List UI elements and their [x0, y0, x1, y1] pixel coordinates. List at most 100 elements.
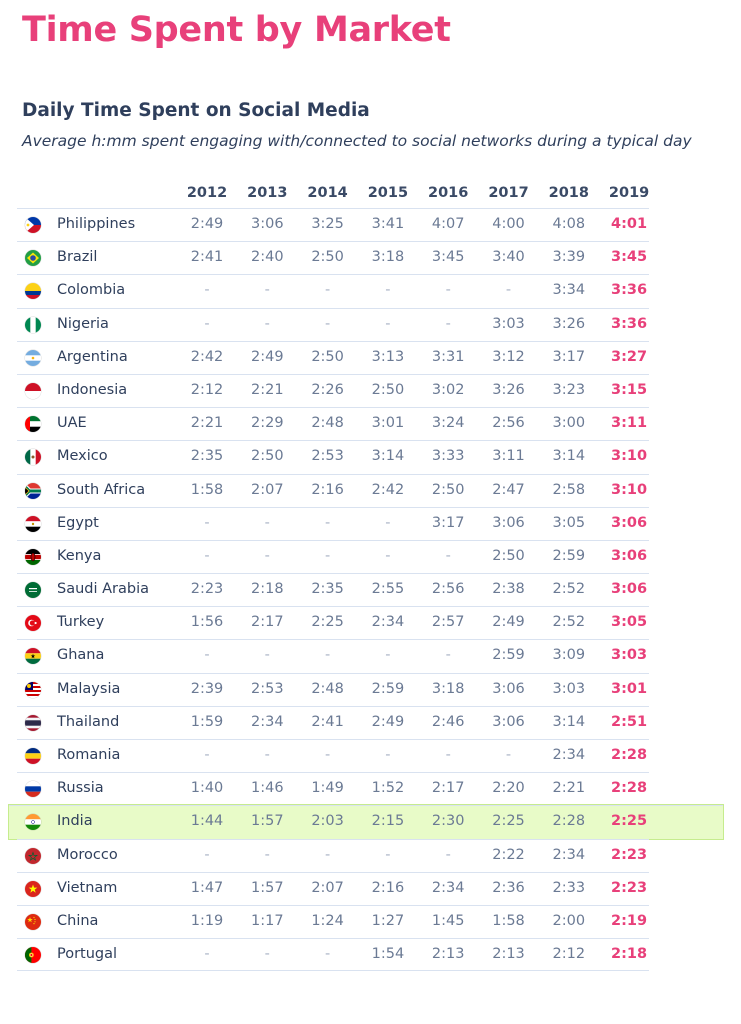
value-cell-2013: 1:57: [251, 813, 284, 830]
value-cell-2018: 3:00: [552, 415, 586, 432]
country-name: Turkey: [57, 614, 105, 631]
value-cell-2012: 2:23: [190, 581, 224, 598]
value-cell-2018: 3:39: [552, 249, 586, 266]
value-cell-2017: 3:03: [492, 315, 525, 332]
country-name: Ghana: [57, 647, 105, 664]
value-cell-2016: 3:17: [431, 514, 465, 531]
value-cell-2017: 3:06: [492, 713, 525, 730]
table-row: South Africa 1:58 2:07 2:16 2:42 2:50 2:47 2:58…: [17, 473, 649, 507]
value-cell-2019: 2:18: [611, 946, 648, 963]
value-cell-2015: 3:13: [371, 348, 405, 365]
value-cell-2019: 3:06: [611, 581, 648, 598]
value-cell-2019: 3:36: [611, 315, 648, 332]
value-cell-2015: 3:41: [371, 216, 405, 232]
value-cell-2014: -: [324, 647, 331, 664]
value-cell-2017: 3:12: [492, 348, 525, 365]
value-cell-2014: 2:26: [311, 381, 344, 398]
value-cell-2019: 3:11: [611, 415, 648, 432]
value-cell-2015: -: [385, 282, 391, 299]
value-cell-2017: 2:50: [492, 547, 525, 564]
value-cell-2012: 2:41: [190, 249, 224, 266]
india-flag-icon: [25, 814, 41, 831]
value-cell-2015: 2:34: [371, 614, 405, 631]
table-row: Argentina 2:42 2:49 2:50 3:13 3:31 3:12 3:17 3:2…: [17, 340, 649, 374]
value-cell-2012: 2:12: [190, 381, 224, 398]
kenya-flag-icon: [25, 548, 41, 565]
malaysia-flag-icon: [25, 681, 41, 698]
value-cell-2018: 2:28: [552, 813, 586, 830]
table-row: Morocco - - - - - 2:22 2:34 2:23: [17, 838, 649, 872]
table-row: Egypt - - - - 3:17 3:06 3:05 3:06: [17, 506, 649, 540]
value-cell-2013: 2:29: [251, 415, 284, 432]
value-cell-2014: -: [324, 547, 331, 564]
value-cell-2016: 3:33: [431, 448, 465, 465]
country-name: India: [57, 813, 93, 830]
time-spent-table: 2012 2013 2014 2015 2016 2017 2018 2019 Philipp…: [8, 178, 724, 972]
value-cell-2017: 2:38: [492, 581, 525, 598]
value-cell-2019: 3:36: [611, 282, 648, 299]
value-cell-2012: -: [204, 647, 210, 664]
table-row: Portugal - - - 1:54 2:13 2:13 2:12 2:18: [17, 938, 649, 972]
value-cell-2016: -: [445, 747, 451, 763]
value-cell-2013: -: [264, 747, 270, 763]
value-cell-2014: 2:07: [311, 879, 344, 896]
value-cell-2015: -: [385, 547, 391, 564]
value-cell-2012: 1:19: [190, 912, 224, 929]
country-name: China: [57, 912, 99, 929]
value-cell-2017: 4:00: [492, 216, 525, 232]
value-cell-2012: -: [204, 282, 210, 299]
turkey-flag-icon: [25, 615, 41, 632]
value-cell-2012: 1:56: [190, 614, 224, 631]
table-row: Colombia - - - - - - 3:34 3:36: [17, 274, 649, 307]
value-cell-2012: 1:40: [190, 780, 224, 797]
value-cell-2018: 3:05: [552, 514, 586, 531]
value-cell-2017: 3:26: [492, 381, 525, 398]
saudi-arabia-flag-icon: [25, 582, 41, 599]
value-cell-2015: -: [385, 315, 391, 332]
value-cell-2019: 3:06: [611, 547, 648, 564]
table-row: Philippines 2:49 3:06 3:25 3:41 4:07 4:00 4:08 4…: [17, 208, 649, 241]
table-row: Ghana - - - - - 2:59 3:09 3:03: [17, 639, 649, 672]
value-cell-2017: 2:20: [492, 780, 525, 797]
value-cell-2015: -: [385, 647, 391, 664]
value-cell-2017: -: [505, 282, 512, 299]
value-cell-2016: 1:45: [431, 912, 465, 929]
brazil-flag-icon: [25, 250, 41, 267]
value-cell-2014: 2:25: [311, 614, 344, 631]
value-cell-2018: 3:14: [552, 448, 586, 465]
value-cell-2017: 3:11: [492, 448, 525, 465]
value-cell-2018: 3:03: [552, 680, 586, 697]
country-name: Morocco: [57, 846, 118, 863]
indonesia-flag-icon: [25, 382, 41, 399]
value-cell-2014: 2:48: [311, 680, 344, 697]
value-cell-2015: 2:59: [371, 680, 405, 697]
vietnam-flag-icon: [25, 880, 41, 897]
value-cell-2018: 3:34: [552, 282, 586, 299]
country-name: Brazil: [57, 249, 98, 266]
mexico-flag-icon: [25, 449, 41, 466]
value-cell-2019: 2:28: [611, 780, 648, 797]
value-cell-2013: 2:50: [251, 448, 284, 465]
value-cell-2015: 3:01: [371, 415, 405, 432]
value-cell-2016: 3:02: [431, 381, 465, 398]
value-cell-2012: 2:35: [190, 448, 224, 465]
table-row: India 1:44 1:57 2:03 2:15 2:30 2:25 2:28 2:25: [8, 804, 724, 840]
value-cell-2015: 2:49: [371, 713, 405, 730]
table-row: UAE 2:21 2:29 2:48 3:01 3:24 2:56 3:00 3:11: [17, 407, 649, 440]
table-row: Romania - - - - - - 2:34 2:28: [17, 739, 649, 772]
value-cell-2016: -: [445, 647, 451, 664]
value-cell-2013: -: [264, 547, 270, 564]
table-row: China 1:19 1:17 1:24 1:27 1:45 1:58 2:00 2:19: [17, 904, 649, 938]
value-cell-2016: -: [445, 282, 451, 299]
table-row: Vietnam 1:47 1:57 2:07 2:16 2:34 2:36 2:33 2:23: [17, 871, 649, 905]
value-cell-2015: 1:27: [371, 912, 405, 929]
table-row: Turkey 1:56 2:17 2:25 2:34 2:57 2:49 2:52 3:05: [17, 606, 649, 639]
value-cell-2013: 2:18: [251, 581, 284, 598]
country-name: South Africa: [57, 481, 146, 498]
value-cell-2019: 2:23: [611, 879, 648, 896]
country-name: Colombia: [57, 282, 126, 299]
table-row: Thailand 1:59 2:34 2:41 2:49 2:46 3:06 3:14 2:51: [17, 705, 649, 739]
value-cell-2017: 2:49: [492, 614, 525, 631]
value-cell-2012: -: [204, 747, 210, 763]
value-cell-2012: -: [204, 946, 210, 963]
